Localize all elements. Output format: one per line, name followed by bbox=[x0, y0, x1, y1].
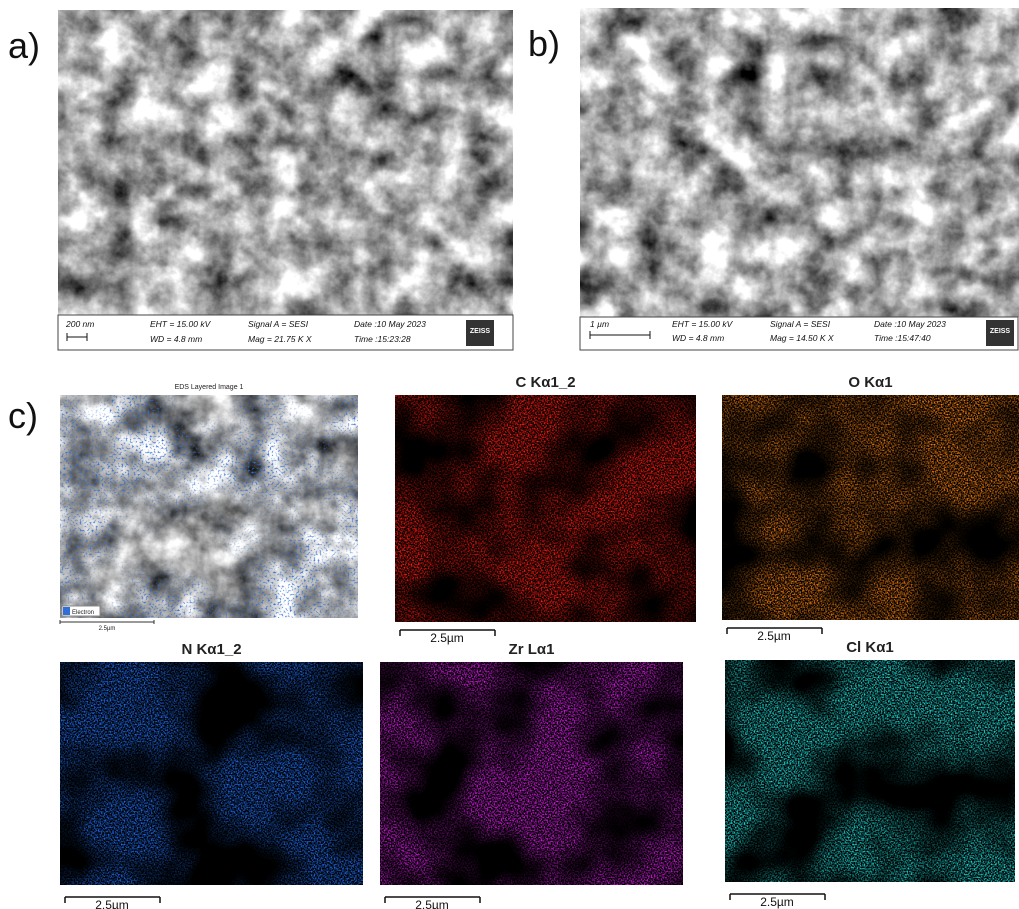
figure: a) 200 nm EHT = 15.00 kV WD = 4.8 mm Sig… bbox=[0, 0, 1019, 909]
scale-bar-label: 2.5µm bbox=[430, 631, 464, 645]
scale-bar-label: 2.5µm bbox=[757, 629, 791, 643]
eds-map bbox=[722, 395, 1019, 620]
eds-map bbox=[380, 662, 683, 885]
scale-bar bbox=[60, 620, 154, 624]
scale-bar-label: 2.5µm bbox=[760, 895, 794, 909]
info-text: WD = 4.8 mm bbox=[150, 334, 202, 344]
eds-map bbox=[725, 660, 1015, 882]
info-text: Mag = 14.50 K X bbox=[770, 333, 834, 343]
scale-bar-label: 2.5µm bbox=[415, 898, 449, 909]
logo: ZEISS bbox=[990, 328, 1011, 335]
info-text: Time :15:47:40 bbox=[874, 333, 931, 343]
scale-bar-label: 200 nm bbox=[65, 319, 94, 329]
panel-label: b) bbox=[528, 23, 560, 64]
sem-image bbox=[58, 10, 513, 315]
info-text: Mag = 21.75 K X bbox=[248, 334, 312, 344]
legend-label: Electron bbox=[72, 610, 94, 616]
eds-overlay bbox=[60, 395, 358, 618]
eds-maps: EDS Layered Image 1 Electron 2.5µm C Kα1_2 2… bbox=[60, 374, 1019, 909]
info-text: Signal A = SESI bbox=[770, 319, 831, 329]
info-text: EHT = 15.00 kV bbox=[672, 319, 734, 329]
map-title: O Kα1 bbox=[848, 374, 892, 391]
logo: ZEISS bbox=[470, 328, 491, 335]
map-title: Zr Lα1 bbox=[509, 641, 555, 658]
eds-map bbox=[395, 395, 696, 622]
info-text: Date :10 May 2023 bbox=[874, 319, 946, 329]
eds-map bbox=[60, 662, 363, 885]
legend-swatch bbox=[63, 607, 70, 615]
panel-label: a) bbox=[8, 25, 40, 66]
info-text: Time :15:23:28 bbox=[354, 334, 411, 344]
map-title: C Kα1_2 bbox=[515, 374, 575, 391]
info-text: Date :10 May 2023 bbox=[354, 319, 426, 329]
panel-label: c) bbox=[8, 395, 38, 436]
info-text: Signal A = SESI bbox=[248, 319, 309, 329]
info-text: EHT = 15.00 kV bbox=[150, 319, 212, 329]
map-title: N Kα1_2 bbox=[181, 641, 241, 658]
sem-image bbox=[580, 8, 1019, 317]
scale-bar-label: 2.5µm bbox=[99, 626, 116, 632]
scale-bar-label: 2.5µm bbox=[95, 898, 129, 909]
info-text: WD = 4.8 mm bbox=[672, 333, 724, 343]
map-title: Cl Kα1 bbox=[846, 639, 894, 656]
scale-bar-label: 1 µm bbox=[590, 319, 609, 329]
map-title: EDS Layered Image 1 bbox=[175, 384, 244, 391]
